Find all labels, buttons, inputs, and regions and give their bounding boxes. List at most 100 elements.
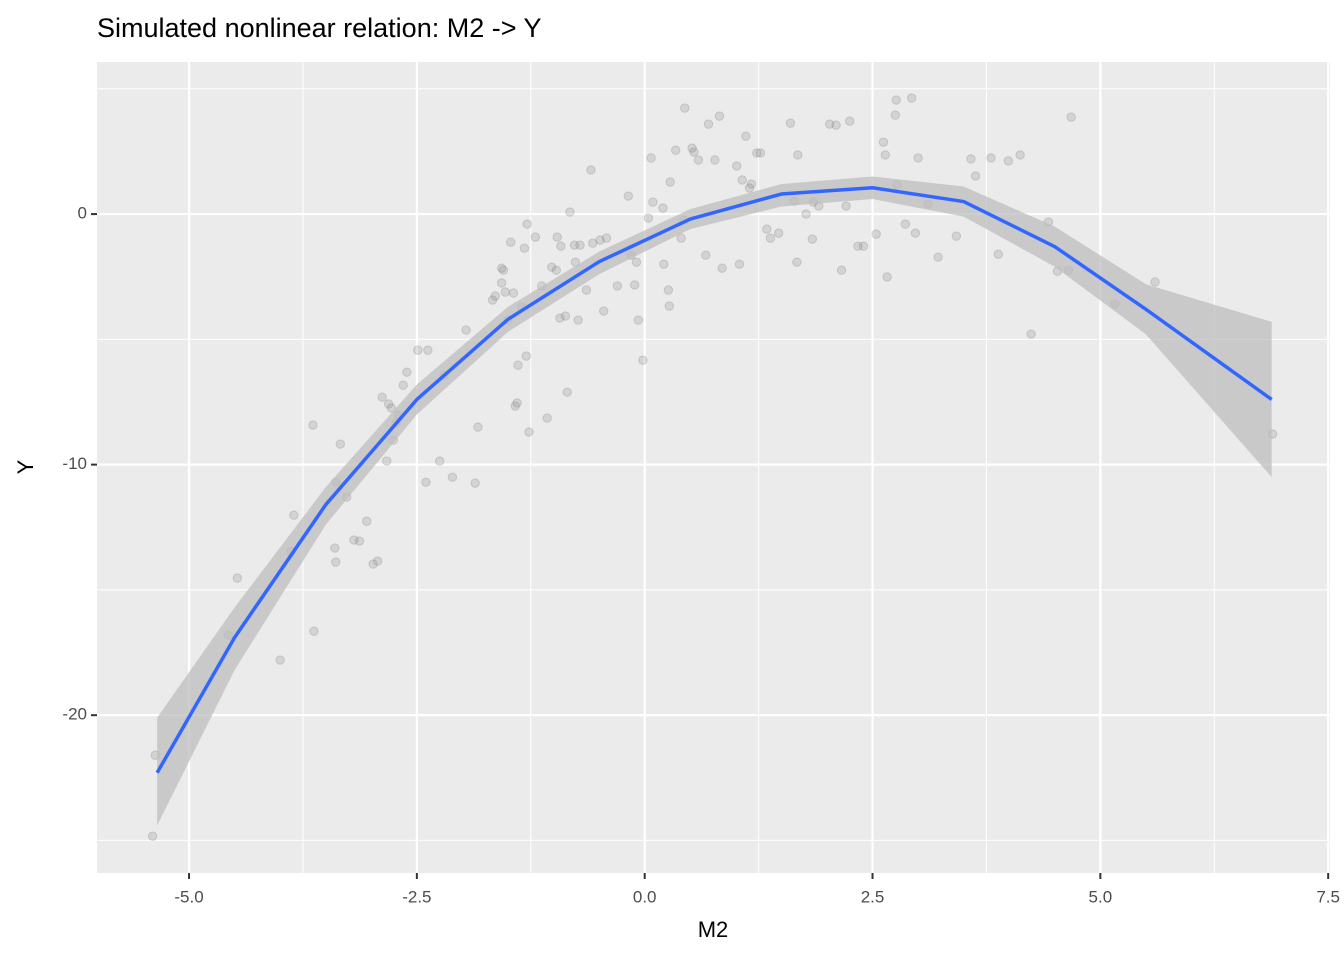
point [612, 281, 623, 291]
point [512, 398, 522, 408]
point [335, 439, 346, 449]
point [331, 557, 341, 567]
point [473, 422, 483, 432]
point [562, 387, 572, 397]
point [785, 118, 796, 128]
point [519, 243, 530, 253]
point [658, 203, 668, 213]
chart-title: Simulated nonlinear relation: M2 -> Y [97, 13, 542, 43]
point [732, 161, 742, 171]
point [275, 655, 285, 665]
point [831, 120, 841, 130]
point [498, 265, 509, 275]
point [524, 427, 534, 437]
point [470, 478, 480, 488]
point [663, 285, 674, 295]
point [496, 263, 507, 273]
point [646, 153, 656, 163]
point [665, 177, 675, 187]
point [413, 345, 423, 355]
point [147, 831, 158, 841]
point [513, 360, 523, 370]
point [490, 291, 500, 301]
point [845, 116, 855, 126]
point [421, 477, 431, 487]
point [588, 238, 598, 248]
point [487, 295, 498, 305]
point [586, 165, 596, 175]
point [913, 153, 923, 163]
point [447, 472, 458, 482]
point [900, 219, 911, 229]
point [858, 241, 869, 251]
point [598, 306, 609, 316]
point [289, 510, 299, 520]
point [556, 241, 566, 251]
point [522, 219, 532, 229]
point [762, 224, 772, 234]
point [629, 280, 640, 290]
point [659, 259, 669, 269]
point [841, 201, 851, 211]
point [693, 155, 704, 165]
point [755, 148, 766, 158]
point [933, 252, 943, 262]
point [1003, 156, 1014, 166]
point [508, 288, 519, 298]
point [623, 191, 633, 201]
x-tick-label: -2.5 [402, 887, 431, 906]
point [1015, 150, 1025, 160]
point [402, 367, 412, 377]
point [631, 257, 642, 267]
point [746, 179, 757, 189]
point [330, 543, 340, 553]
point [836, 265, 847, 275]
point [752, 148, 762, 158]
point [601, 233, 612, 243]
y-axis-title: Y [13, 459, 38, 474]
point [595, 235, 605, 245]
point [573, 315, 583, 325]
point [853, 241, 863, 251]
point [569, 240, 580, 250]
point [717, 263, 727, 273]
point [547, 262, 557, 272]
point [386, 403, 397, 413]
point [309, 626, 319, 636]
point [638, 355, 648, 365]
point [676, 233, 686, 243]
point [382, 456, 392, 466]
point [542, 413, 552, 423]
point [354, 536, 365, 546]
x-axis-title: M2 [698, 917, 729, 942]
point [714, 111, 725, 121]
point [560, 311, 571, 321]
point [907, 93, 917, 103]
point [362, 516, 372, 526]
point [530, 232, 541, 242]
point [773, 228, 784, 238]
point [880, 150, 890, 160]
point [701, 250, 711, 260]
point [496, 278, 507, 288]
point [703, 119, 714, 129]
point [1026, 329, 1036, 339]
point [575, 240, 585, 250]
point [349, 535, 359, 545]
point [461, 325, 471, 335]
point [882, 272, 892, 282]
x-tick-label: 2.5 [861, 887, 885, 906]
point [1066, 112, 1076, 122]
panel [97, 62, 1330, 873]
point [986, 153, 996, 163]
point [910, 228, 921, 238]
point [368, 559, 378, 569]
point [734, 259, 745, 269]
point [506, 237, 516, 247]
point [741, 131, 751, 141]
point [398, 380, 408, 390]
point [801, 209, 811, 219]
point [687, 143, 697, 153]
point [765, 233, 776, 243]
